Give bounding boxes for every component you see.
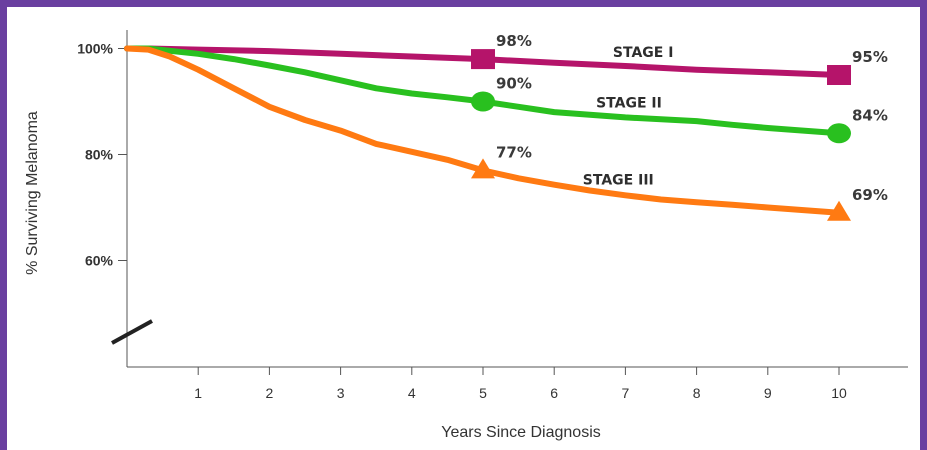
triangle-marker — [471, 158, 495, 179]
y-tick-label: 80% — [85, 147, 114, 163]
x-tick-label: 8 — [693, 385, 701, 401]
data-label: 84% — [852, 106, 888, 124]
x-tick-label: 1 — [194, 385, 202, 401]
series-lines — [124, 45, 842, 216]
series-name-label: STAGE II — [596, 96, 662, 112]
x-tick-label: 10 — [831, 385, 847, 401]
x-axis-title: Years Since Diagnosis — [441, 424, 601, 441]
axes — [111, 30, 908, 375]
series-name-label: STAGE III — [583, 172, 654, 188]
x-tick-label: 3 — [337, 385, 345, 401]
circle-marker — [827, 123, 851, 144]
x-tick-label: 6 — [550, 385, 558, 401]
y-axis-title: % Surviving Melanoma — [24, 111, 41, 275]
x-tick-label: 4 — [408, 385, 416, 401]
data-label: 69% — [852, 186, 888, 204]
circle-marker — [471, 91, 495, 112]
x-tick-label: 7 — [622, 385, 630, 401]
data-label: 90% — [496, 75, 532, 93]
tick-labels: 100% 80% 60% 1 2 3 4 5 6 7 8 9 10 — [77, 41, 847, 402]
x-tick-label: 5 — [479, 385, 487, 401]
x-tick-label: 9 — [764, 385, 772, 401]
data-labels: 98% 95% STAGE I 90% 84% STAGE II 77% 69% STAGE I… — [496, 32, 888, 204]
data-label: 95% — [852, 48, 888, 66]
square-marker — [827, 65, 851, 85]
square-marker — [471, 49, 495, 70]
series-line-2 — [124, 45, 842, 137]
triangle-marker — [827, 200, 851, 221]
series-line-3 — [124, 45, 842, 216]
axis-break-mark — [111, 319, 153, 345]
series-markers — [471, 49, 851, 221]
y-tick-label: 100% — [77, 41, 113, 57]
series-line-1 — [124, 45, 842, 78]
series-name-label: STAGE I — [613, 45, 674, 61]
y-tick-label: 60% — [85, 253, 114, 269]
data-label: 98% — [496, 32, 532, 50]
x-tick-label: 2 — [266, 385, 274, 401]
data-label: 77% — [496, 143, 532, 161]
